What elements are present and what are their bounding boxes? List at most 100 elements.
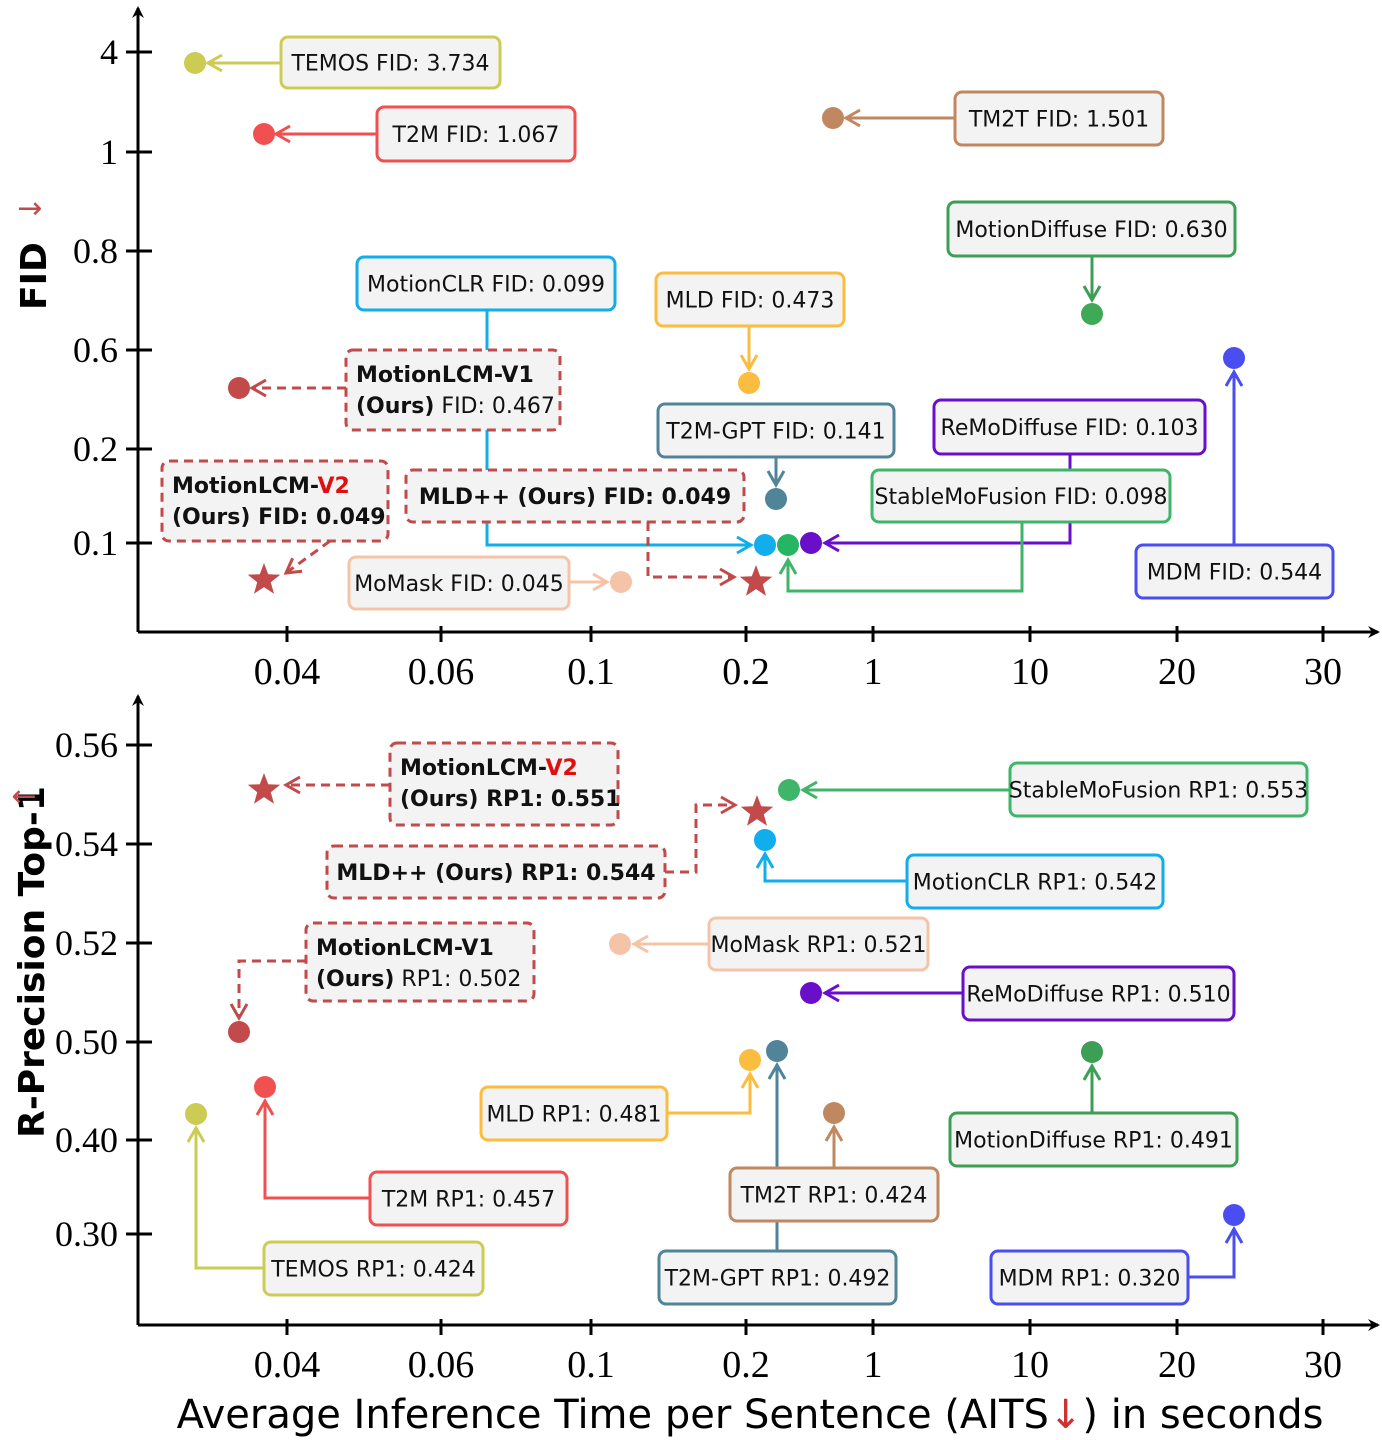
y-tick-label: 0.8 — [73, 231, 118, 271]
label-title-main: MotionLCM- — [172, 474, 318, 499]
label-title-main: MotionLCM-V1 — [316, 936, 494, 961]
label-box-remodiffuse — [961, 965, 1236, 1022]
arrowhead-tm2t — [824, 1123, 844, 1142]
label-box-t2m — [375, 105, 577, 163]
label-text-temos: TEMOS RP1: 0.424 — [270, 1258, 476, 1283]
point-motiondiffuse: MotionDiffuse FID: 0.630 — [946, 200, 1237, 325]
label-box-mdm — [1134, 543, 1335, 600]
label-box-mld — [654, 271, 846, 328]
arrowhead-mld — [740, 1070, 760, 1089]
circle-marker-motiondiffuse — [1081, 303, 1103, 325]
circle-marker-tm2t — [822, 107, 844, 129]
label-box-motiondiffuse — [948, 1111, 1239, 1168]
y-tick-label: 4 — [100, 32, 118, 72]
point-temos: TEMOS FID: 3.734 — [184, 35, 502, 90]
circle-marker-mld — [738, 372, 760, 394]
label-box-temos — [262, 1240, 485, 1297]
circle-marker-mdm — [1223, 347, 1245, 369]
label-box-motionlcm-v1 — [344, 348, 562, 432]
point-t2m-gpt: T2M-GPT FID: 0.141 — [656, 402, 896, 510]
arrowhead-motionlcm-v1 — [229, 1003, 249, 1022]
label-text-motionclr: MotionCLR RP1: 0.542 — [913, 871, 1157, 896]
connector-temos — [194, 1128, 264, 1270]
arrowhead-temos — [186, 1124, 206, 1143]
label-text-t2m-gpt: T2M-GPT RP1: 0.492 — [664, 1267, 891, 1292]
label-box-t2m-gpt — [656, 402, 896, 459]
circle-marker-motiondiffuse — [1081, 1041, 1103, 1063]
circle-marker-t2m-gpt — [765, 488, 787, 510]
point-tm2t: TM2T RP1: 0.424 — [728, 1102, 940, 1223]
label-text-mld: MLD RP1: 0.481 — [486, 1103, 661, 1128]
label-box-mdm — [989, 1249, 1190, 1306]
label-sub-motionlcm-v1: (Ours) RP1: 0.502 — [316, 967, 521, 992]
circle-marker-remodiffuse — [800, 982, 822, 1004]
label-box-stablemofusion — [1008, 761, 1309, 818]
connector-mdm — [1188, 1229, 1236, 1279]
circle-marker-remodiffuse — [800, 532, 822, 554]
label-text-tm2t: TM2T RP1: 0.424 — [740, 1184, 928, 1209]
x-label-pre: Average Inference Time per Sentence (AIT… — [177, 1392, 1049, 1438]
arrowhead-remodiffuse — [821, 533, 840, 553]
label-sub-motionlcm-v2: (Ours) RP1: 0.551 — [400, 787, 621, 812]
top-plot: TEMOS FID: 3.734 T2M FID: 1.067 TM2T FID: … — [160, 35, 1335, 611]
circle-marker-momask — [609, 933, 631, 955]
label-sub-bold: (Ours) — [316, 967, 394, 992]
label-box-t2m-gpt — [657, 1249, 898, 1306]
circle-marker-motionlcm-v1 — [228, 1021, 250, 1043]
x-tick-label: 30 — [1304, 651, 1342, 693]
arrowhead-motionlcm-v2 — [282, 775, 301, 795]
bottom-y-label: R-Precision Top-1 — [12, 786, 53, 1138]
label-box-t2m — [368, 1170, 569, 1227]
label-box-motionlcm-v2 — [388, 741, 620, 827]
connector-mld — [665, 803, 735, 874]
arrowhead-motionlcm-v2 — [283, 557, 303, 575]
circle-marker-stablemofusion — [778, 779, 800, 801]
x-label-post: ) in seconds — [1082, 1392, 1323, 1438]
label-text-momask: MoMask RP1: 0.521 — [710, 933, 926, 958]
arrowhead-motionclr — [755, 850, 775, 869]
y-tick-label: 0.52 — [55, 923, 118, 963]
x-tick-label: 0.1 — [567, 651, 615, 693]
label-text-t2m: T2M FID: 1.067 — [392, 123, 560, 148]
circle-marker-motionclr — [754, 829, 776, 851]
bottom-plot: MotionLCM-V2 (Ours) RP1: 0.551 MLD++ (Ours… — [185, 741, 1309, 1306]
arrowhead-momask — [592, 572, 611, 592]
point-motionlcm-v2: MotionLCM-V2 (Ours) RP1: 0.551 — [247, 741, 621, 827]
point-mld: MLD RP1: 0.481 — [479, 1049, 761, 1142]
y-tick-label: 0.54 — [55, 824, 118, 864]
x-tick-label: 1 — [864, 651, 883, 693]
label-title-motionlcm-v2: MotionLCM-V2 — [172, 474, 350, 499]
connector-motionlcm-v1 — [237, 959, 306, 1018]
label-title-motionlcm-v1: MotionLCM-V1 — [356, 363, 534, 388]
point-stablemofusion: StableMoFusion FID: 0.098 — [777, 468, 1172, 593]
circle-marker-t2m — [253, 123, 275, 145]
label-box-motiondiffuse — [946, 200, 1237, 258]
connector-t2m — [263, 1101, 370, 1200]
arrowhead-stablemofusion — [778, 556, 798, 575]
bottom-axis-ticks: 0.04 0.06 0.1 0.2 1 10 20 30 0.56 0.54 0.52 0.50 0.4… — [55, 725, 1342, 1386]
y-tick-label: 0.50 — [55, 1022, 118, 1062]
circle-marker-stablemofusion — [777, 534, 799, 556]
top-y-label-arrow: → — [17, 191, 42, 226]
label-box-motionclr — [355, 255, 617, 312]
label-title-motionlcm-v2: MotionLCM-V2 — [400, 756, 578, 781]
label-box-motionlcm-v2 — [160, 459, 390, 543]
x-tick-label: 20 — [1158, 651, 1196, 693]
point-momask: MoMask FID: 0.045 — [347, 555, 632, 611]
circle-marker-t2m-gpt — [766, 1040, 788, 1062]
label-text-mdm: MDM FID: 0.544 — [1147, 561, 1322, 586]
point-motiondiffuse: MotionDiffuse RP1: 0.491 — [948, 1041, 1239, 1168]
point-mdm: MDM RP1: 0.320 — [989, 1204, 1245, 1306]
x-tick-label: 0.06 — [408, 1344, 475, 1386]
x-tick-label: 0.2 — [722, 1344, 770, 1386]
arrowhead-tm2t — [842, 108, 861, 128]
y-tick-label: 0.6 — [73, 330, 118, 370]
x-tick-label: 1 — [864, 1344, 883, 1386]
label-box-stablemofusion — [870, 468, 1172, 524]
circle-marker-t2m — [254, 1076, 276, 1098]
label-box-remodiffuse — [932, 398, 1207, 456]
arrowhead-motionclr — [736, 535, 755, 555]
point-t2m: T2M RP1: 0.457 — [254, 1076, 569, 1227]
label-text-mld: MLD FID: 0.473 — [666, 289, 835, 314]
